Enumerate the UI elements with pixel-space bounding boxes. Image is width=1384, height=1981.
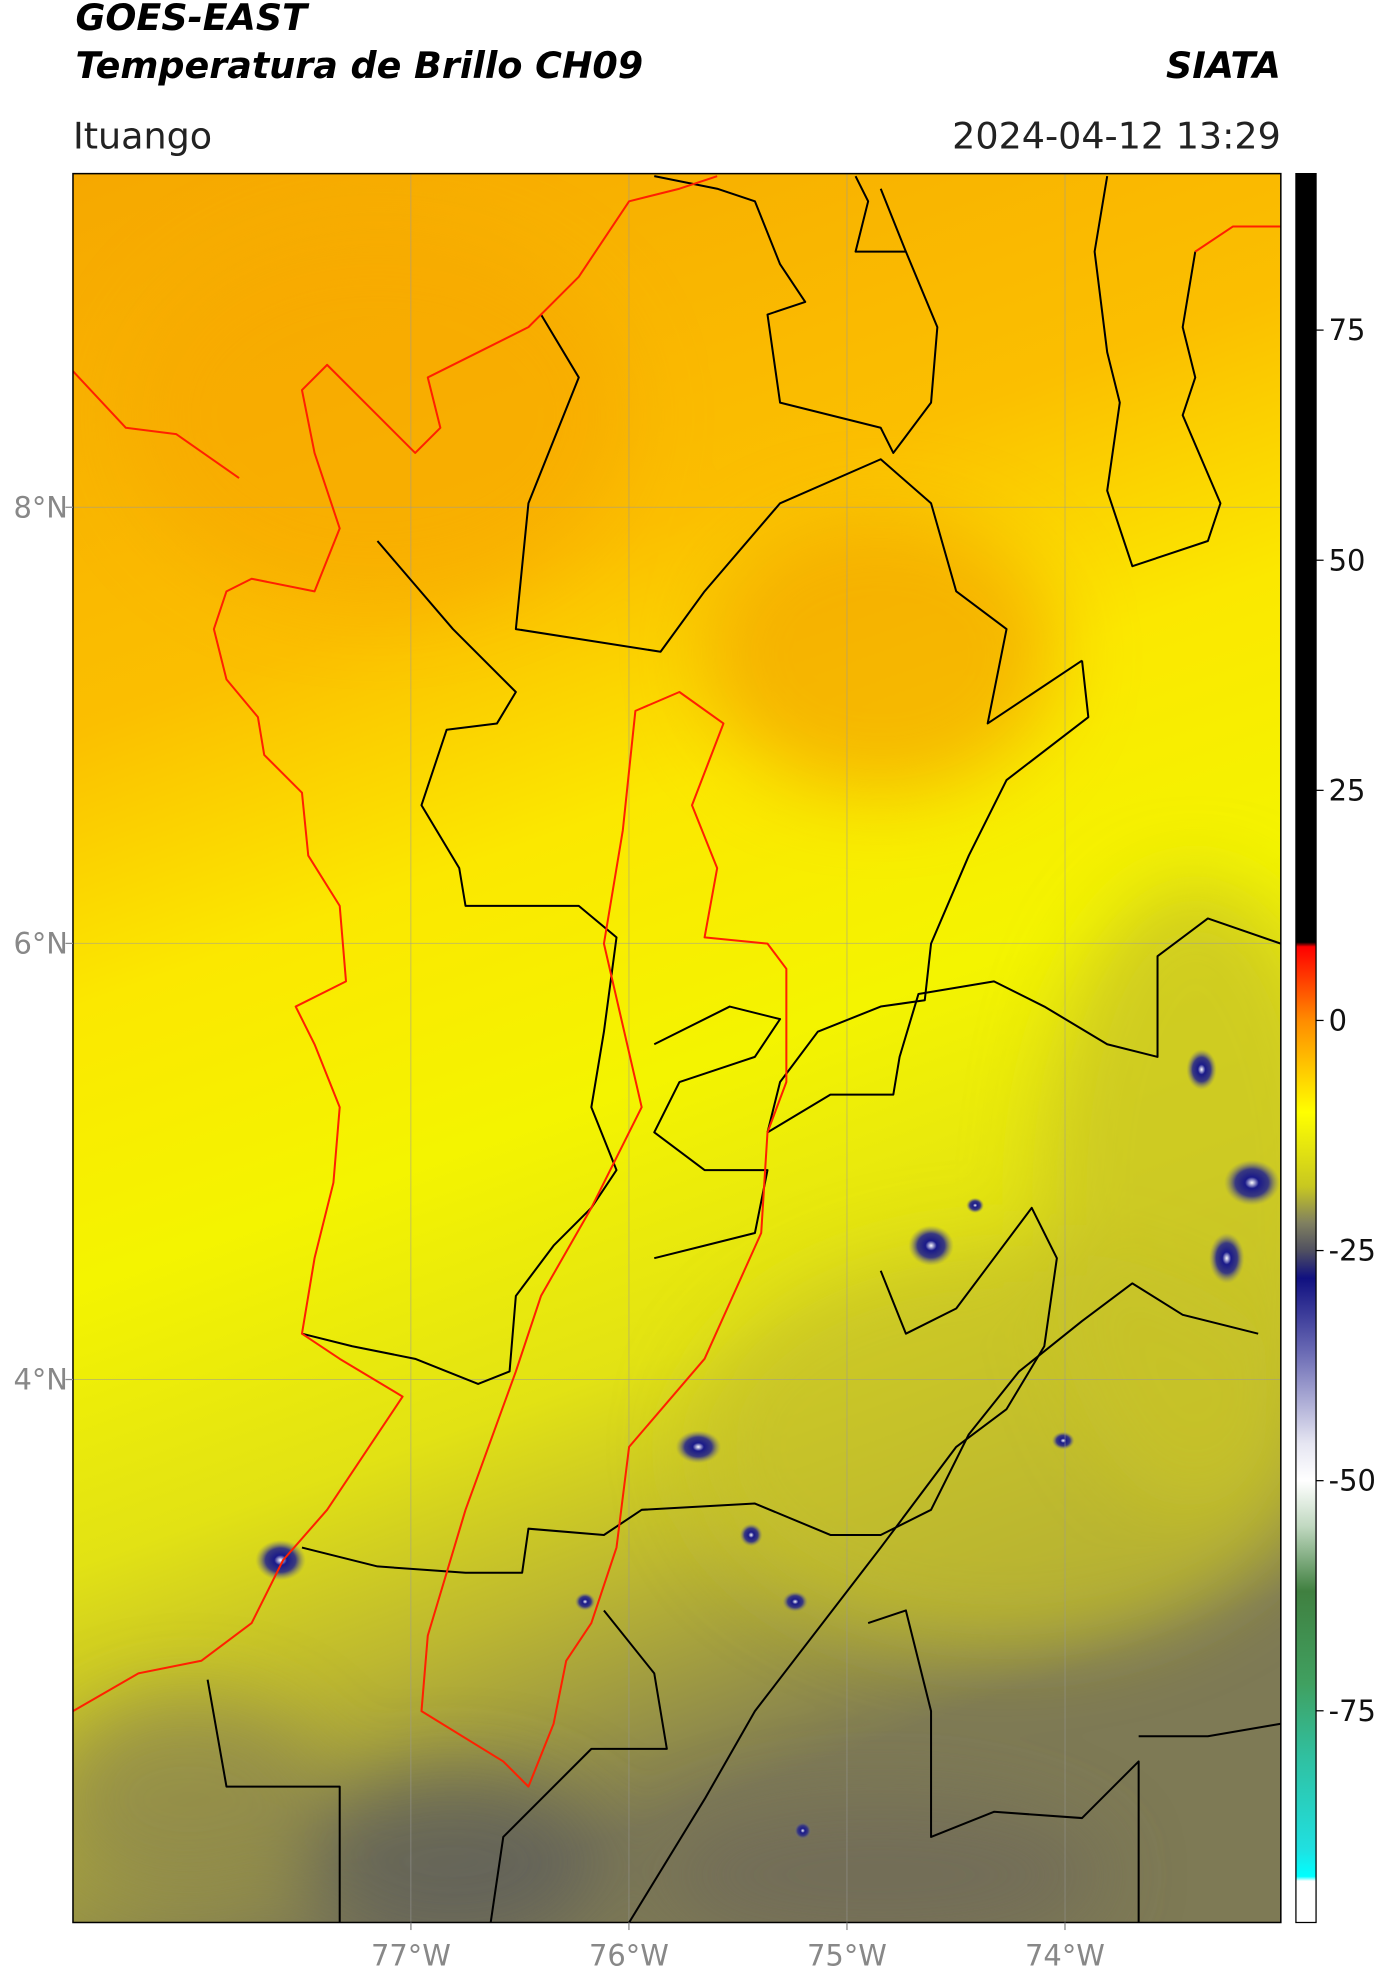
colorbar-tick-label: 0 bbox=[1329, 1004, 1347, 1038]
colorbar-tick-label: 75 bbox=[1329, 313, 1366, 347]
y-tick-label: 6°N bbox=[13, 926, 68, 960]
coastline bbox=[72, 175, 1281, 1788]
x-tick-label: 75°W bbox=[807, 1938, 887, 1972]
location: Ituango bbox=[73, 114, 212, 157]
grid bbox=[72, 173, 1281, 1923]
x-tick-label: 74°W bbox=[1025, 1938, 1105, 1972]
colorbar-tick-label: -75 bbox=[1329, 1694, 1376, 1728]
map-frame bbox=[72, 172, 1282, 1924]
colorbar-tick-label: 25 bbox=[1329, 773, 1366, 807]
brand: SIATA bbox=[1166, 44, 1281, 87]
subtitle: Temperatura de Brillo CH09 bbox=[75, 44, 643, 87]
x-tick-label: 76°W bbox=[589, 1938, 669, 1972]
cloud-field bbox=[72, 226, 1281, 1923]
colorbar-tick-label: 50 bbox=[1329, 543, 1366, 577]
datetime: 2024-04-12 13:29 bbox=[952, 114, 1281, 157]
colorbar bbox=[1295, 172, 1317, 1924]
y-tick-label: 4°N bbox=[13, 1363, 68, 1397]
colorbar-tick-label: -25 bbox=[1329, 1234, 1376, 1268]
convective-cells bbox=[255, 1049, 1280, 1840]
borders bbox=[206, 175, 1281, 1923]
y-tick-label: 8°N bbox=[13, 490, 68, 524]
map bbox=[72, 173, 1281, 1923]
colorbar-tick-label: -50 bbox=[1329, 1464, 1376, 1498]
title: GOES-EAST bbox=[75, 0, 310, 39]
x-tick-label: 77°W bbox=[371, 1938, 451, 1972]
